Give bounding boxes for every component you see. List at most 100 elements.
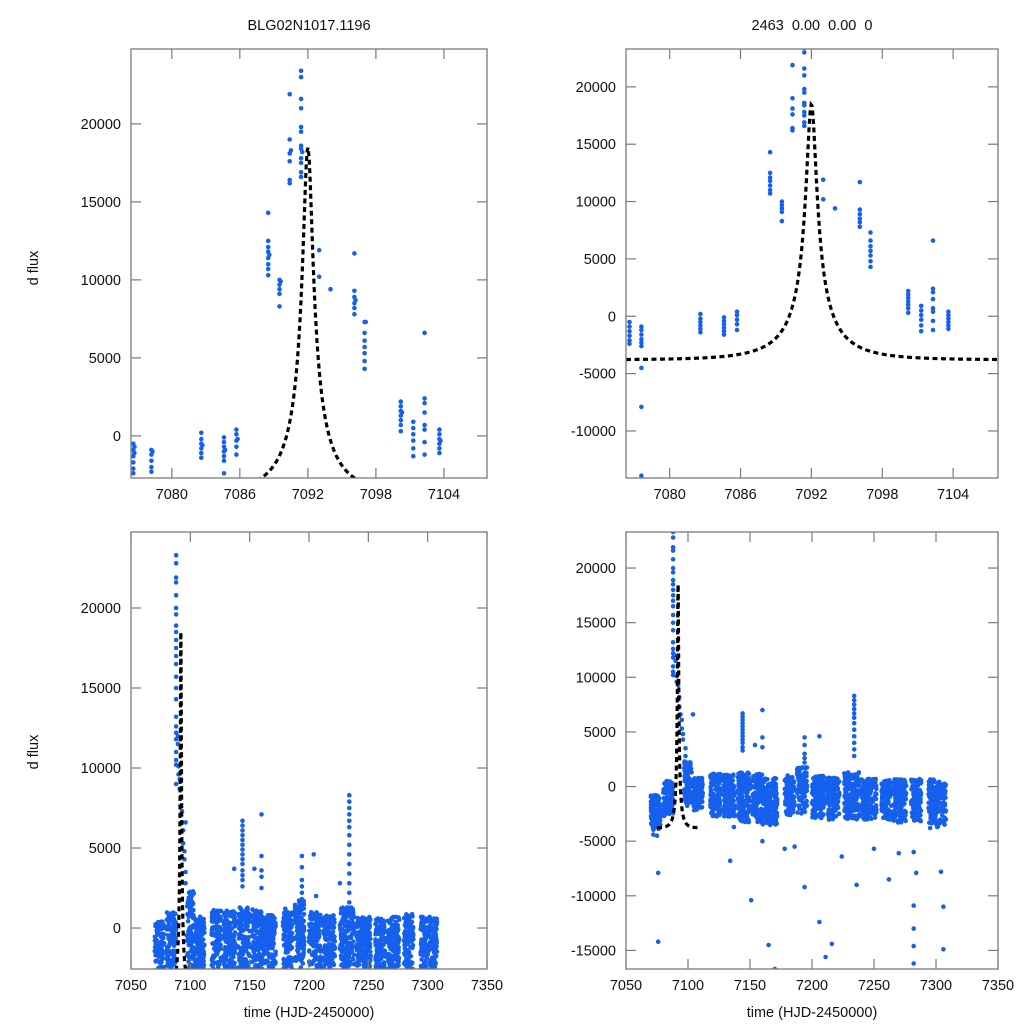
data-point bbox=[886, 799, 891, 805]
data-point bbox=[238, 929, 244, 934]
data-point bbox=[737, 777, 742, 782]
data-point bbox=[351, 924, 357, 929]
data-point bbox=[760, 822, 765, 827]
data-point bbox=[684, 784, 690, 790]
data-point bbox=[298, 124, 304, 130]
data-point bbox=[731, 798, 736, 803]
y-tick-label: -10000 bbox=[571, 424, 616, 440]
data-point bbox=[347, 799, 352, 804]
data-point bbox=[782, 786, 788, 792]
data-point bbox=[802, 50, 807, 55]
y-tick-label: 15000 bbox=[576, 137, 616, 153]
data-point bbox=[331, 962, 337, 968]
data-point bbox=[799, 795, 804, 800]
data-point bbox=[392, 964, 397, 969]
data-point bbox=[815, 786, 820, 792]
data-point bbox=[725, 787, 730, 792]
data-point bbox=[183, 880, 188, 886]
data-point bbox=[240, 837, 245, 843]
data-point bbox=[842, 814, 848, 820]
data-point bbox=[173, 714, 179, 720]
data-point bbox=[288, 963, 294, 968]
data-point bbox=[752, 804, 758, 810]
y-tick-label: 5000 bbox=[584, 252, 616, 268]
data-point bbox=[287, 159, 293, 164]
data-point bbox=[737, 800, 743, 806]
data-point bbox=[234, 427, 239, 432]
data-point bbox=[727, 791, 732, 796]
data-point bbox=[347, 871, 352, 876]
data-point bbox=[693, 801, 699, 806]
data-point bbox=[905, 302, 911, 308]
data-point bbox=[846, 780, 852, 785]
data-point bbox=[209, 910, 215, 915]
data-point bbox=[287, 920, 292, 925]
data-point bbox=[250, 919, 256, 925]
data-point bbox=[829, 810, 835, 816]
data-point bbox=[271, 932, 277, 938]
data-point bbox=[194, 928, 200, 934]
data-point bbox=[411, 438, 416, 443]
data-point bbox=[349, 915, 354, 920]
x-tick-label: 7086 bbox=[724, 487, 756, 503]
data-point bbox=[816, 803, 822, 808]
data-point bbox=[410, 924, 416, 930]
data-point bbox=[354, 924, 360, 930]
data-point bbox=[301, 912, 307, 917]
data-point bbox=[398, 399, 404, 404]
data-point bbox=[283, 911, 288, 916]
data-point bbox=[375, 917, 380, 923]
data-point bbox=[418, 914, 424, 920]
data-point bbox=[437, 450, 442, 456]
data-point bbox=[820, 197, 826, 202]
data-point bbox=[821, 774, 826, 779]
data-point bbox=[403, 924, 409, 930]
data-point bbox=[377, 938, 383, 944]
data-point bbox=[730, 809, 736, 814]
data-point bbox=[331, 913, 336, 918]
data-point bbox=[240, 884, 245, 889]
data-point bbox=[826, 817, 832, 822]
data-point bbox=[342, 923, 348, 928]
data-point bbox=[344, 958, 349, 963]
data-point bbox=[774, 810, 780, 816]
data-point bbox=[236, 911, 242, 917]
x-tick-label: 7080 bbox=[654, 487, 686, 503]
data-point bbox=[310, 916, 315, 922]
data-point bbox=[820, 177, 826, 183]
x-tick-label: 7086 bbox=[224, 487, 256, 503]
data-point bbox=[860, 807, 865, 812]
data-point bbox=[746, 795, 752, 800]
data-point bbox=[285, 941, 290, 946]
data-point bbox=[298, 155, 304, 161]
data-point bbox=[221, 435, 227, 440]
y-tick-label: 5000 bbox=[89, 351, 121, 367]
data-point bbox=[801, 785, 807, 790]
data-point bbox=[800, 779, 805, 785]
data-point bbox=[387, 920, 392, 926]
data-point bbox=[164, 951, 170, 956]
data-point bbox=[347, 925, 352, 930]
data-point bbox=[743, 776, 748, 781]
data-point bbox=[265, 915, 271, 920]
data-point bbox=[231, 951, 236, 956]
data-point bbox=[131, 471, 136, 476]
data-point bbox=[199, 455, 204, 461]
data-point bbox=[784, 811, 790, 817]
data-point bbox=[285, 915, 291, 920]
data-point bbox=[411, 419, 416, 425]
data-point bbox=[299, 896, 305, 902]
data-point bbox=[381, 942, 386, 948]
data-point bbox=[269, 943, 275, 949]
data-point bbox=[345, 907, 350, 912]
data-point bbox=[159, 935, 164, 940]
data-point bbox=[173, 757, 179, 763]
data-point bbox=[820, 793, 826, 799]
data-point bbox=[639, 324, 644, 329]
data-point bbox=[437, 427, 442, 432]
data-point bbox=[173, 696, 179, 702]
data-point bbox=[882, 784, 887, 790]
data-point bbox=[881, 796, 886, 802]
data-point bbox=[879, 806, 884, 812]
data-point bbox=[296, 926, 302, 932]
